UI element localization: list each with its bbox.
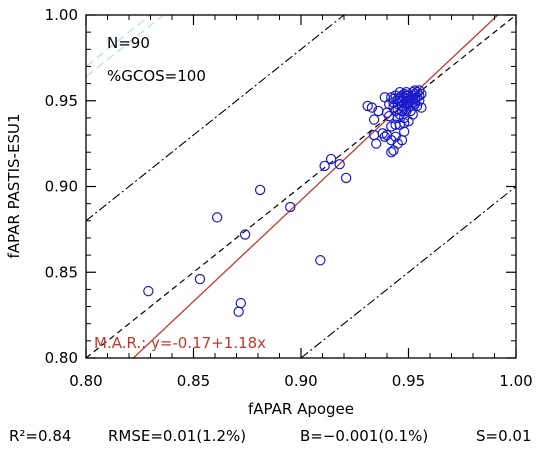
x-tick-label: 0.95 [392, 372, 425, 390]
upper-bound-line [86, 15, 345, 222]
data-point [235, 297, 246, 309]
data-point [366, 102, 378, 113]
y-tick-label: 0.90 [45, 178, 78, 196]
y-tick-label: 0.95 [45, 92, 78, 110]
data-point [416, 88, 427, 100]
data-point [399, 117, 410, 129]
r2-stat: R²=0.84 [9, 427, 72, 445]
faint-guide-line [86, 15, 152, 68]
y-tick-label: 1.00 [45, 6, 78, 24]
x-tick-label: 1.00 [499, 372, 532, 390]
data-point [379, 131, 391, 142]
gcos-annotation: %GCOS=100 [107, 67, 206, 85]
data-point [388, 145, 399, 156]
data-point [399, 126, 410, 137]
data-point [401, 90, 412, 101]
data-point [211, 212, 223, 223]
data-point [407, 93, 418, 105]
y-axis-label: fAPAR PASTIS-ESU1 [5, 114, 23, 259]
data-point [414, 95, 425, 106]
data-point [371, 138, 382, 149]
data-point [407, 109, 418, 120]
x-axis-label: fAPAR Apogee [248, 400, 354, 418]
x-tick-label: 0.80 [69, 372, 102, 390]
s-stat: S=0.01 [476, 427, 532, 445]
y-tick-label: 0.85 [45, 263, 78, 281]
one-to-one-line [86, 15, 516, 358]
lower-bound-line [300, 186, 516, 358]
regression-line [132, 15, 499, 358]
data-point [340, 172, 352, 184]
data-point [386, 121, 397, 132]
data-point [386, 146, 397, 158]
data-point [239, 229, 251, 240]
y-tick-label: 0.80 [45, 349, 78, 367]
data-point [319, 160, 330, 172]
data-point [334, 159, 345, 170]
faint-guide-line [86, 15, 165, 78]
data-point [414, 90, 425, 101]
rmse-stat: RMSE=0.01(1.2%) [108, 427, 247, 445]
data-point [194, 273, 206, 285]
x-tick-label: 0.90 [284, 372, 317, 390]
data-point [315, 255, 326, 266]
data-point [325, 153, 337, 165]
data-point [390, 131, 401, 142]
data-point [388, 97, 399, 108]
data-point [368, 114, 380, 125]
data-point [416, 102, 427, 113]
data-point [143, 285, 154, 297]
data-point [285, 201, 296, 213]
regression-label: M.A.R.: y=-0.17+1.18x [94, 334, 266, 352]
data-point [233, 306, 244, 317]
bias-stat: B=−0.001(0.1%) [300, 427, 429, 445]
data-point [254, 184, 266, 196]
n-annotation: N=90 [107, 34, 150, 52]
x-tick-label: 0.85 [177, 372, 210, 390]
